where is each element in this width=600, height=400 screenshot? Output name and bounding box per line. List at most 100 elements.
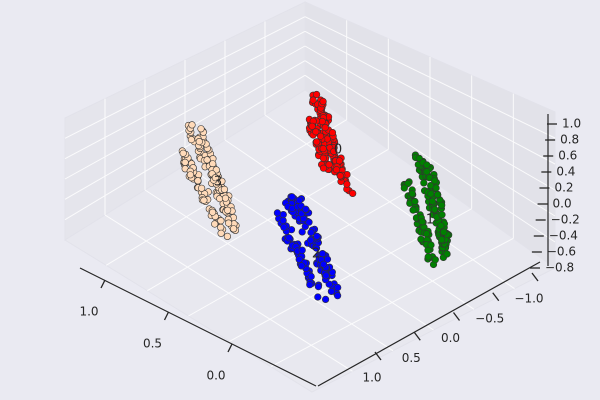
cluster-0-point <box>308 122 316 130</box>
cluster-3-point <box>230 225 238 233</box>
cluster-2-point <box>334 292 342 300</box>
cluster-2-point <box>322 272 330 280</box>
cluster-2-point <box>298 228 306 236</box>
cluster-2-point <box>327 287 336 296</box>
cluster-0-point <box>343 180 351 188</box>
cluster-1-point <box>400 184 408 192</box>
cluster-3-point <box>209 208 217 216</box>
cluster-1-point <box>427 190 435 198</box>
y-axis-line <box>317 261 541 387</box>
z-axis-tick-label: 0.2 <box>554 181 573 195</box>
cluster-label-3: 3 <box>214 175 222 190</box>
cluster-3-point <box>217 217 225 225</box>
cluster-1-point <box>420 179 428 187</box>
cluster-3-point <box>203 156 211 164</box>
cluster-0-point <box>321 123 329 132</box>
cluster-2-point <box>334 283 342 292</box>
cluster-3-point <box>209 160 217 168</box>
cluster-3-point <box>186 171 194 179</box>
cluster-3-point <box>195 138 203 146</box>
cluster-2-point <box>314 293 322 301</box>
z-axis-tick-label: 0.6 <box>558 149 577 163</box>
cluster-1-point <box>408 190 416 198</box>
cluster-3-point <box>188 121 196 129</box>
cluster-1-point <box>427 241 435 249</box>
cluster-label-1: 1 <box>426 213 434 228</box>
cluster-1-point <box>423 230 431 238</box>
cluster-3-point <box>221 194 230 202</box>
cluster-0-point <box>309 96 317 104</box>
cluster-0-point <box>317 132 325 140</box>
cluster-0-point <box>328 129 337 137</box>
cluster-3-point <box>223 232 231 240</box>
x-axis-tick <box>227 343 233 353</box>
z-axis-tick-label: 0.4 <box>556 165 575 179</box>
cluster-labels: 0 1 2 3 <box>214 143 434 262</box>
cluster-3-point <box>218 177 226 185</box>
cluster-0-point <box>312 128 320 136</box>
z-axis-tick-label: 0.0 <box>553 197 572 211</box>
cluster-0-point <box>333 166 341 174</box>
cluster-1-point <box>438 236 446 244</box>
cluster-1-point <box>423 168 431 176</box>
cluster-1-point <box>437 222 445 230</box>
cluster-0-point <box>330 147 338 155</box>
cluster-2-point <box>312 244 321 252</box>
cluster-0-point <box>325 161 333 169</box>
cluster-3-point <box>179 149 187 157</box>
z-axis-tick-label: −0.2 <box>551 213 580 227</box>
grid-line <box>270 237 514 368</box>
cluster-1-point <box>428 197 436 205</box>
x-axis-tick <box>163 311 170 321</box>
y-axis-tick <box>531 272 539 282</box>
cluster-1-point <box>424 253 432 261</box>
cluster-3-point <box>194 177 202 185</box>
x-axis-tick-label: 1.0 <box>79 305 98 319</box>
cluster-0-point <box>349 189 357 197</box>
cluster-1-point <box>431 205 439 213</box>
cluster-2-point <box>273 209 282 217</box>
cluster-1-point <box>443 250 451 258</box>
cluster-0-point <box>318 117 326 126</box>
y-axis-tick-label: −1.0 <box>514 292 543 306</box>
cluster-0-point <box>336 172 344 180</box>
y-axis-tick <box>492 292 500 302</box>
cluster-2-point <box>288 193 296 201</box>
y-axis-tick <box>413 331 421 341</box>
cluster-3-point <box>211 174 219 182</box>
cluster-2-point <box>307 236 315 244</box>
cluster-3-point <box>220 185 228 193</box>
cluster-1-point <box>432 184 440 192</box>
y-axis-tick-label: −0.5 <box>475 311 504 325</box>
cluster-3-point <box>181 158 189 166</box>
cluster-2-point <box>305 218 313 226</box>
cluster-2-point <box>313 232 321 240</box>
cluster-0-point <box>313 138 321 146</box>
cluster-1-point <box>431 177 439 185</box>
x-axis-tick-label: 0.5 <box>143 337 162 351</box>
cluster-1-point <box>418 218 426 226</box>
cluster-0-point <box>319 145 327 153</box>
cluster-2-point <box>295 196 304 204</box>
z-axis-tick-label: −0.8 <box>545 261 574 275</box>
cluster-0-point <box>319 154 328 162</box>
cluster-0-point <box>313 90 321 99</box>
z-axis-tick-label: 0.8 <box>560 133 579 147</box>
x-axis-line <box>79 267 317 387</box>
cluster-3-point <box>198 184 206 192</box>
cluster-2-point <box>314 283 323 291</box>
cluster-0-point <box>319 97 327 106</box>
cluster-3-point <box>225 219 233 227</box>
z-axis-ticks: 1.0 0.8 0.6 0.4 0.2 0.0 −0.2 −0.4 −0.6 −0.8 <box>530 117 581 275</box>
cluster-3-point <box>200 196 208 204</box>
x-axis-ticks: 1.0 0.5 0.0 <box>79 279 233 383</box>
cluster-1-point <box>417 235 425 243</box>
cluster-1-point <box>431 256 439 264</box>
cluster-1-point <box>409 206 417 214</box>
cluster-2-point <box>307 228 315 237</box>
scatter-points <box>178 90 453 304</box>
cluster-2-point <box>298 246 306 254</box>
cluster-2-point <box>322 295 330 304</box>
cluster-label-2: 2 <box>312 247 320 262</box>
